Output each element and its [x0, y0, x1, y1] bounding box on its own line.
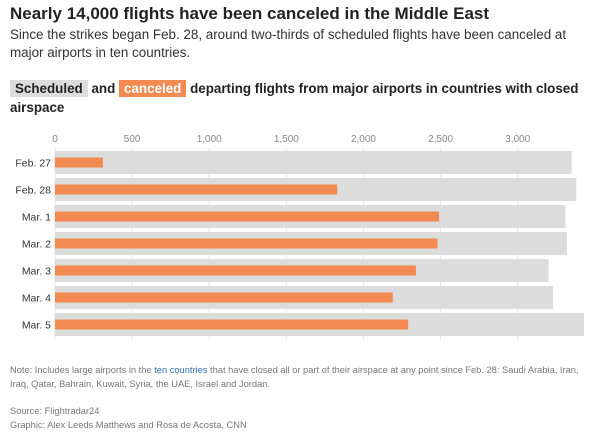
category-labels: Feb. 27 Feb. 28 Mar. 1 Mar. 2 Mar. 3 Mar. 4 Ma… [15, 158, 51, 332]
chart-subtitle: Since the strikes began Feb. 28, around … [10, 27, 567, 60]
x-tick-label: 2,500 [428, 134, 453, 145]
chart-source: Source: Flightradar24 Graphic: Alex Leed… [10, 405, 595, 432]
canceled-bar [55, 265, 416, 276]
category-label: Feb. 27 [15, 158, 51, 170]
x-tick-label: 0 [52, 134, 58, 145]
category-label: Mar. 3 [22, 266, 51, 278]
legend-and-text: and [91, 81, 116, 96]
chart-title: Nearly 14,000 flights have been canceled… [10, 4, 490, 23]
x-axis-ticks: 0 500 1,000 1,500 2,000 2,500 3,000 [52, 134, 530, 145]
canceled-bar [55, 157, 103, 168]
credit-text: Graphic: Alex Leeds Matthews and Rosa de… [10, 419, 247, 430]
legend-canceled-label: canceled [119, 80, 187, 97]
chart-note: Note: Includes large airports in the ten… [10, 364, 595, 391]
canceled-bar [55, 292, 393, 303]
ten-countries-link[interactable]: ten countries [154, 365, 208, 375]
legend-rest-text: departing flights from major airports in… [10, 81, 579, 115]
bars [55, 151, 584, 336]
legend-scheduled-label: Scheduled [10, 80, 88, 97]
category-label: Mar. 5 [22, 320, 51, 332]
x-tick-label: 500 [124, 134, 141, 145]
canceled-bar [55, 238, 438, 249]
category-label: Feb. 28 [15, 185, 51, 197]
x-tick-label: 2,000 [351, 134, 376, 145]
category-label: Mar. 1 [22, 212, 51, 224]
canceled-bar [55, 211, 440, 222]
canceled-bar [55, 184, 338, 195]
category-label: Mar. 4 [22, 293, 51, 305]
x-tick-label: 3,000 [505, 134, 530, 145]
legend-heading: Scheduled and canceled departing flights… [10, 79, 595, 117]
x-tick-label: 1,000 [197, 134, 222, 145]
x-tick-label: 1,500 [274, 134, 299, 145]
scheduled-bar [55, 151, 572, 174]
note-prefix: Note: Includes large airports in the [10, 365, 152, 375]
source-text: Source: Flightradar24 [10, 406, 100, 416]
category-label: Mar. 2 [22, 239, 51, 251]
canceled-bar [55, 319, 409, 330]
bar-chart: 0 500 1,000 1,500 2,000 2,500 3,000 Feb. 27Feb… [15, 134, 584, 340]
note-suffix: that have closed all or part of their ai… [10, 365, 579, 389]
